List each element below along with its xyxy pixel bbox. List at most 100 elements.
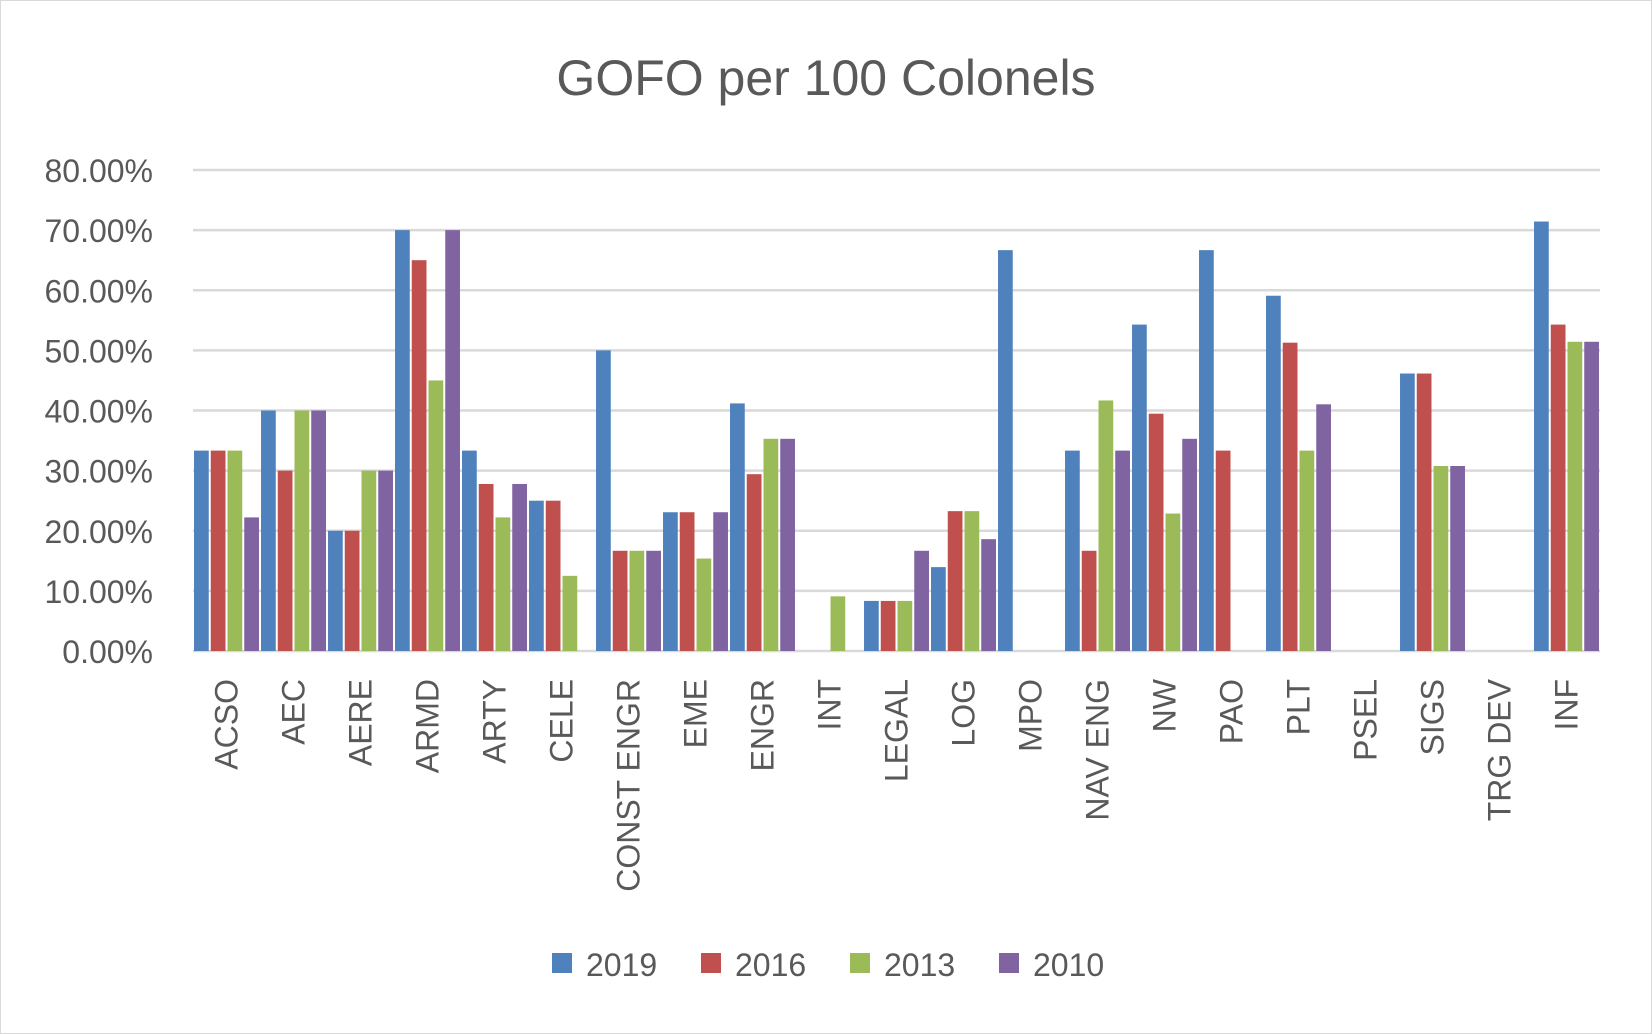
bar-acso-2013 bbox=[227, 450, 243, 651]
bar-plt-2013 bbox=[1299, 450, 1315, 651]
bar-eme-2010 bbox=[713, 512, 728, 651]
bar-plt-2019 bbox=[1266, 295, 1281, 651]
bar-log-2016 bbox=[947, 511, 963, 651]
bar-log-2019 bbox=[931, 567, 946, 651]
x-tick-label: NW bbox=[1147, 678, 1183, 732]
x-tick-label: TRG DEV bbox=[1482, 678, 1518, 821]
x-tick-label: PSEL bbox=[1348, 679, 1384, 761]
bar-eme-2016 bbox=[679, 512, 695, 651]
bar-acso-2016 bbox=[210, 450, 226, 651]
bar-cele-2016 bbox=[545, 500, 561, 651]
x-tick-label: ARMD bbox=[410, 679, 446, 773]
bar-legal-2019 bbox=[864, 600, 879, 651]
x-tick-label: INF bbox=[1549, 679, 1585, 731]
legend-item-2013: 2013 bbox=[850, 947, 955, 983]
bar-plt-2010 bbox=[1316, 404, 1331, 651]
bar-nav-eng-2019 bbox=[1065, 450, 1080, 651]
bar-const-engr-2016 bbox=[612, 550, 628, 651]
y-tick-label: 20.00% bbox=[44, 514, 153, 550]
y-tick-label: 0.00% bbox=[62, 634, 153, 670]
bar-inf-2019 bbox=[1534, 221, 1549, 651]
y-tick-label: 50.00% bbox=[44, 333, 153, 369]
bar-inf-2013 bbox=[1567, 341, 1583, 651]
x-tick-label: INT bbox=[812, 679, 848, 731]
x-tick-label: PLT bbox=[1281, 679, 1317, 735]
legend-label: 2019 bbox=[586, 947, 657, 983]
bar-const-engr-2019 bbox=[596, 350, 611, 651]
legend-swatch bbox=[999, 953, 1019, 973]
x-tick-label: CONST ENGR bbox=[611, 679, 647, 892]
bar-pao-2019 bbox=[1199, 250, 1214, 652]
bar-engr-2019 bbox=[730, 403, 745, 651]
x-tick-label: ENGR bbox=[745, 679, 781, 771]
bar-nw-2013 bbox=[1165, 513, 1181, 651]
bar-log-2010 bbox=[981, 539, 996, 651]
bar-int-2013 bbox=[830, 596, 846, 651]
bar-arty-2013 bbox=[495, 517, 511, 651]
x-tick-label: NAV ENG bbox=[1080, 679, 1116, 821]
x-tick-label: ACSO bbox=[209, 679, 245, 770]
y-tick-label: 30.00% bbox=[44, 454, 153, 490]
x-tick-label: PAO bbox=[1214, 679, 1250, 744]
legend-label: 2016 bbox=[735, 947, 806, 983]
y-tick-label: 80.00% bbox=[44, 153, 153, 189]
bar-acso-2010 bbox=[244, 517, 259, 651]
bar-legal-2010 bbox=[914, 550, 929, 651]
bar-nw-2010 bbox=[1182, 438, 1197, 651]
bar-legal-2016 bbox=[880, 600, 896, 651]
chart-title: GOFO per 100 Colonels bbox=[556, 50, 1095, 106]
x-tick-label: LEGAL bbox=[879, 679, 915, 782]
bar-aere-2013 bbox=[361, 470, 377, 651]
legend-item-2019: 2019 bbox=[552, 947, 657, 983]
x-tick-label: ARTY bbox=[477, 679, 513, 764]
x-tick-label: SIGS bbox=[1415, 679, 1451, 755]
bar-aere-2016 bbox=[344, 530, 360, 651]
legend-item-2010: 2010 bbox=[999, 947, 1104, 983]
bar-inf-2010 bbox=[1584, 341, 1599, 651]
bar-armd-2013 bbox=[428, 380, 444, 651]
bar-aere-2019 bbox=[328, 530, 343, 651]
bar-aec-2010 bbox=[311, 410, 326, 651]
bar-pao-2016 bbox=[1215, 450, 1231, 651]
bar-arty-2010 bbox=[512, 483, 527, 651]
y-tick-label: 70.00% bbox=[44, 213, 153, 249]
legend-swatch bbox=[701, 953, 721, 973]
x-tick-label: EME bbox=[678, 679, 714, 748]
x-tick-label: AEC bbox=[276, 679, 312, 745]
legend-label: 2013 bbox=[884, 947, 955, 983]
bar-aec-2016 bbox=[277, 470, 293, 651]
bar-aere-2010 bbox=[378, 470, 393, 651]
x-tick-label: CELE bbox=[544, 679, 580, 763]
bar-nav-eng-2016 bbox=[1081, 550, 1097, 651]
bar-nav-eng-2010 bbox=[1115, 450, 1130, 651]
y-tick-label: 40.00% bbox=[44, 394, 153, 430]
bar-const-engr-2013 bbox=[629, 550, 645, 651]
bar-acso-2019 bbox=[194, 450, 209, 651]
bar-nw-2016 bbox=[1148, 413, 1164, 651]
bar-aec-2013 bbox=[294, 410, 310, 651]
x-tick-label: LOG bbox=[946, 679, 982, 747]
bar-sigs-2019 bbox=[1400, 373, 1415, 651]
bar-mpo-2019 bbox=[998, 250, 1013, 652]
bar-eme-2019 bbox=[663, 512, 678, 651]
bar-nw-2019 bbox=[1132, 324, 1147, 651]
bar-sigs-2010 bbox=[1450, 465, 1465, 651]
bar-arty-2016 bbox=[478, 483, 494, 651]
x-tick-label: MPO bbox=[1013, 679, 1049, 752]
legend-label: 2010 bbox=[1033, 947, 1104, 983]
legend-item-2016: 2016 bbox=[701, 947, 806, 983]
bar-log-2013 bbox=[964, 511, 980, 651]
y-tick-label: 60.00% bbox=[44, 273, 153, 309]
legend-swatch bbox=[850, 953, 870, 973]
bar-sigs-2016 bbox=[1416, 373, 1432, 651]
legend-swatch bbox=[552, 953, 572, 973]
bar-armd-2010 bbox=[445, 230, 460, 651]
bar-armd-2019 bbox=[395, 230, 410, 651]
bar-inf-2016 bbox=[1550, 324, 1566, 651]
bar-engr-2013 bbox=[763, 438, 779, 651]
bar-armd-2016 bbox=[411, 260, 427, 651]
x-tick-label: AERE bbox=[343, 679, 379, 766]
bar-nav-eng-2013 bbox=[1098, 400, 1114, 651]
bar-plt-2016 bbox=[1282, 342, 1298, 651]
